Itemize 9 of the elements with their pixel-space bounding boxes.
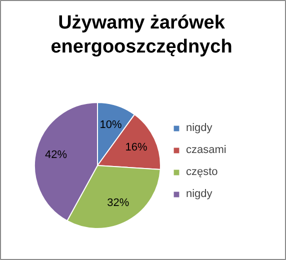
data-label: 32% [107,197,130,210]
legend-label: nigdy [186,122,212,134]
legend-label: czasami [186,144,226,156]
legend-label: często [186,166,218,178]
data-label: 10% [100,118,122,131]
data-label: 16% [125,141,148,154]
chart-title: Używamy żarówek energooszczędnych [50,12,232,58]
legend-label: nigdy [186,188,212,200]
data-label: 42% [45,148,68,161]
